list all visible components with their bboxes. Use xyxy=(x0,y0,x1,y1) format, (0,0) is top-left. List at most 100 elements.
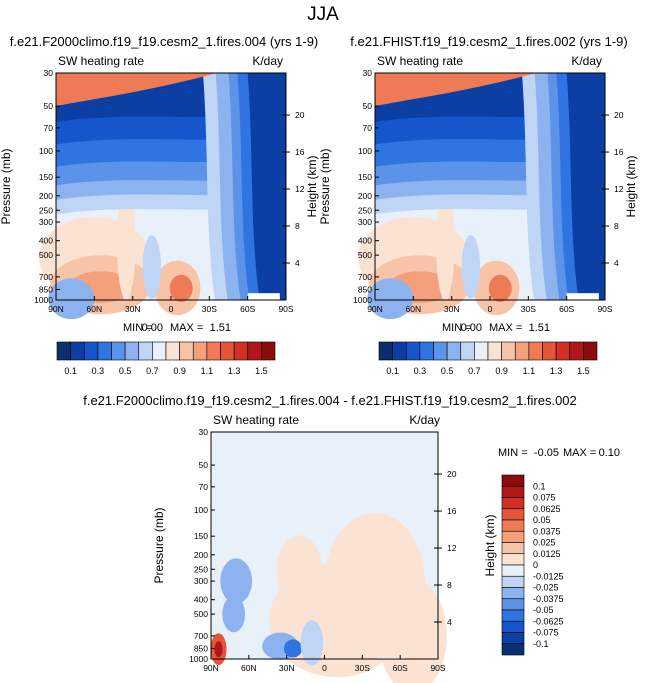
y-tick-label: 150 xyxy=(194,531,208,541)
colorbar-swatch xyxy=(501,497,525,510)
colorbar-swatch xyxy=(501,542,525,555)
y-tick-label: 700 xyxy=(194,631,208,641)
field-contour xyxy=(488,274,512,302)
y-tick-label: 1000 xyxy=(353,295,372,305)
y-tick-label: 200 xyxy=(194,550,208,560)
colorbar-swatch xyxy=(97,341,112,361)
y-axis-label: Pressure (mb) xyxy=(0,148,13,224)
colorbar-label: 1.5 xyxy=(255,366,268,376)
y-tick-label: 400 xyxy=(358,236,372,246)
y-axis-label: Pressure (mb) xyxy=(152,507,166,583)
colorbar-label: 0.1 xyxy=(533,481,546,491)
y-tick-label: 1000 xyxy=(189,654,208,664)
x-tick-label: 0 xyxy=(488,304,493,314)
colorbar-swatch xyxy=(138,341,153,361)
y-tick-label: 30 xyxy=(199,427,209,437)
y-tick-label: 50 xyxy=(44,101,54,111)
colorbar-swatch xyxy=(152,341,167,361)
y-tick-label: 150 xyxy=(39,172,53,182)
colorbar-swatch xyxy=(192,341,208,361)
colorbar-label: 0.05 xyxy=(533,515,551,525)
y-tick-label: 500 xyxy=(194,609,208,619)
colorbar-swatch xyxy=(501,575,525,588)
field-contour xyxy=(283,639,303,658)
colorbar-label: -0.1 xyxy=(533,639,549,649)
colorbar-swatch xyxy=(501,485,525,498)
colorbar-swatch xyxy=(501,620,525,633)
field-contour xyxy=(214,641,223,658)
panel2-max-value: 1.51 xyxy=(529,322,550,334)
colorbar-label: 0.7 xyxy=(468,366,481,376)
colorbar-swatch xyxy=(446,341,462,361)
field-contour xyxy=(300,620,324,666)
colorbar-label: 0.1 xyxy=(386,366,399,376)
height-tick-label: 4 xyxy=(295,258,300,268)
colorbar-label: -0.0125 xyxy=(533,571,564,581)
colorbar-label: 0.0625 xyxy=(533,504,561,514)
height-tick-label: 12 xyxy=(295,184,305,194)
y-tick-label: 70 xyxy=(199,482,209,492)
colorbar-swatch xyxy=(206,341,221,361)
colorbar-swatch xyxy=(514,341,530,361)
colorbar-swatch xyxy=(392,341,407,361)
colorbar-label: 1.1 xyxy=(523,366,536,376)
colorbar-swatch xyxy=(378,341,393,361)
height-tick-label: 16 xyxy=(614,147,624,157)
field-contour xyxy=(48,278,95,320)
y-tick-label: 30 xyxy=(44,68,54,78)
colorbar-label: 0 xyxy=(533,560,538,570)
field-contour xyxy=(276,535,322,604)
x-tick-label: 60N xyxy=(406,304,422,314)
colorbar-swatch xyxy=(542,341,557,361)
colorbar-swatch xyxy=(501,553,525,566)
colorbar-swatch xyxy=(56,341,71,361)
colorbar-swatch xyxy=(83,341,99,361)
panel3-colorbar: 0.10.0750.06250.050.03750.0250.01250-0.0… xyxy=(501,474,564,656)
colorbar-swatch xyxy=(501,530,525,543)
colorbar-label: -0.0375 xyxy=(533,594,564,604)
panel1-field-label: SW heating rate xyxy=(58,54,144,68)
field-contour xyxy=(375,73,536,107)
y-tick-label: 850 xyxy=(194,643,208,653)
height-tick-label: 4 xyxy=(614,258,619,268)
field-contour xyxy=(220,558,253,604)
panel3-min-value: -0.05 xyxy=(534,447,559,459)
colorbar-swatch xyxy=(220,341,235,361)
colorbar-swatch xyxy=(70,341,85,361)
height-axis-label: Height (km) xyxy=(624,155,638,217)
colorbar-label: 1.3 xyxy=(228,366,241,376)
colorbar-swatch xyxy=(501,564,525,577)
field-contour xyxy=(247,73,286,300)
y-tick-label: 200 xyxy=(39,191,53,201)
missing-data xyxy=(247,293,280,300)
y-tick-label: 850 xyxy=(39,284,53,294)
panel3-max-label: MAX = xyxy=(563,447,596,459)
height-tick-label: 4 xyxy=(447,617,452,627)
colorbar-swatch xyxy=(460,341,475,361)
colorbar-swatch xyxy=(261,341,276,361)
y-tick-label: 500 xyxy=(39,250,53,260)
colorbar-swatch xyxy=(528,341,543,361)
colorbar-swatch xyxy=(501,508,525,521)
height-tick-label: 20 xyxy=(295,110,305,120)
colorbar-label: -0.075 xyxy=(533,628,559,638)
y-tick-label: 400 xyxy=(39,236,53,246)
x-tick-label: 30S xyxy=(355,663,370,673)
x-tick-label: 30N xyxy=(125,304,141,314)
height-tick-label: 8 xyxy=(295,221,300,231)
colorbar-label: 0.0125 xyxy=(533,549,561,559)
field-contour xyxy=(378,579,447,683)
y-tick-label: 250 xyxy=(39,205,53,215)
y-tick-label: 700 xyxy=(39,272,53,282)
panel2-colorbar: 0.1 0.3 0.5 0.7 0.9 1.1 1.3 1.5 xyxy=(378,341,598,376)
colorbar-label: 0.3 xyxy=(414,366,427,376)
colorbar-swatch xyxy=(419,341,434,361)
y-tick-label: 400 xyxy=(194,595,208,605)
panel1-min-label: MIN = xyxy=(123,322,153,334)
colorbar-swatch xyxy=(501,632,525,645)
panel3-title: f.e21.F2000climo.f19_f19.cesm2_1.fires.0… xyxy=(83,393,577,408)
colorbar-label: -0.025 xyxy=(533,583,559,593)
y-tick-label: 50 xyxy=(199,460,209,470)
